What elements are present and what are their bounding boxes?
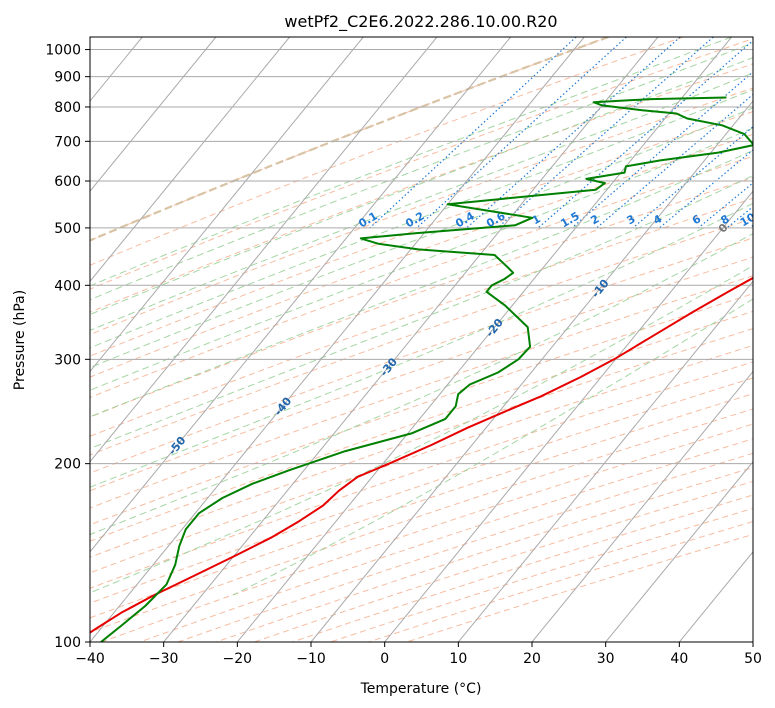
x-tick-label: −20	[223, 651, 253, 667]
x-tick-label: 30	[597, 651, 615, 667]
dry-adiabat	[90, 408, 753, 633]
dry-adiabat	[101, 423, 753, 642]
mixing-ratio-line	[369, 37, 577, 229]
isotherm-line	[457, 280, 753, 642]
dry-adiabat	[368, 520, 753, 642]
dry-adiabat	[90, 37, 609, 241]
moist-adiabat	[90, 265, 753, 594]
mixing-ratio-line	[596, 93, 753, 229]
isotherm-line	[90, 37, 364, 373]
dewpoint-trace	[100, 96, 753, 642]
y-tick-label: 800	[54, 100, 81, 116]
isotherm-line	[605, 460, 753, 642]
dry-adiabat	[292, 494, 753, 642]
isotherm-line	[0, 37, 69, 642]
isotherm-line	[90, 37, 585, 642]
dry-adiabat	[90, 275, 753, 509]
mixing-ratio-label: 0.1	[356, 209, 379, 230]
sounding-traces	[90, 96, 753, 642]
dry-adiabat	[90, 177, 753, 418]
moist-adiabat	[232, 298, 753, 596]
isotherm-line	[531, 370, 753, 642]
y-tick-label: 200	[54, 457, 81, 473]
y-tick-label: 600	[54, 174, 81, 190]
mixing-ratio-label: 1	[530, 212, 543, 227]
x-tick-label: 50	[744, 651, 762, 667]
x-tick-label: 40	[670, 651, 688, 667]
dry-adiabat	[215, 466, 753, 642]
dry-adiabat	[177, 452, 753, 642]
isotherm-line	[384, 190, 753, 642]
mixing-ratio-line	[416, 37, 627, 229]
y-tick-label: 400	[54, 278, 81, 294]
dry-adiabat-highlight	[90, 37, 609, 242]
temperature-trace	[90, 276, 753, 634]
dry-adiabat	[90, 393, 753, 619]
dry-adiabat	[90, 256, 753, 492]
moist-adiabat	[90, 174, 753, 450]
mixing-ratio-line	[537, 39, 753, 229]
moist-adiabat	[90, 42, 753, 301]
mixing-ratio-line	[697, 182, 753, 229]
plot-frame	[89, 36, 754, 643]
dry-adiabat	[90, 38, 753, 290]
y-tick-label: 700	[54, 134, 81, 150]
mixing-ratio-label: 13	[765, 210, 775, 229]
moist-adiabat	[90, 127, 753, 391]
moist-adiabat	[90, 37, 732, 287]
y-tick-label: 500	[54, 221, 81, 237]
background-lines	[0, 37, 753, 642]
moist-adiabat	[90, 202, 753, 488]
mixing-ratio-label: 1.5	[558, 209, 581, 230]
moist-adiabat	[90, 233, 753, 536]
isotherm-line	[90, 37, 438, 463]
mixing-ratio-label: 0.4	[453, 209, 477, 230]
x-tick-label: 20	[523, 651, 541, 667]
moist-adiabat	[90, 57, 753, 316]
y-tick-label: 900	[54, 70, 81, 86]
x-tick-label: −40	[75, 651, 105, 667]
x-tick-label: −10	[296, 651, 326, 667]
mixing-ratio-line	[632, 125, 753, 229]
y-tick-label: 1000	[45, 43, 81, 59]
isotherm-label: -60	[60, 473, 83, 497]
chart-title: wetPf2_C2E6.2022.286.10.00.R20	[284, 12, 557, 32]
dry-adiabat	[90, 361, 753, 589]
x-tick-label: −30	[149, 651, 179, 667]
isotherm-line	[163, 37, 659, 642]
isotherm-line	[90, 37, 291, 283]
x-axis-title: Temperature (°C)	[360, 681, 482, 697]
mixing-ratio-label: 2	[588, 212, 601, 227]
mixing-ratio-label: 10	[738, 210, 758, 229]
y-tick-label: 300	[54, 352, 81, 368]
dry-adiabat	[90, 217, 753, 456]
x-tick-label: 10	[449, 651, 467, 667]
isotherm-line	[752, 641, 753, 642]
dry-adiabat	[90, 197, 753, 437]
isotherm-line	[90, 37, 512, 553]
mixing-ratio-label: 4	[651, 212, 664, 227]
x-tick-label: 0	[380, 651, 389, 667]
mixing-ratio-line	[659, 149, 753, 229]
dry-adiabat	[90, 37, 684, 266]
moist-adiabat	[90, 149, 753, 418]
y-tick-label: 100	[54, 635, 81, 651]
isotherm-line	[236, 37, 733, 642]
axes: −40 −30 −20 −10 0 10 20 30 40 50 100 200 300 400 500 60…	[45, 43, 762, 667]
dry-adiabat	[90, 310, 753, 542]
isotherm-line	[310, 100, 753, 642]
isotherm-line	[90, 37, 217, 192]
y-axis-title: Pressure (hPa)	[12, 290, 28, 390]
